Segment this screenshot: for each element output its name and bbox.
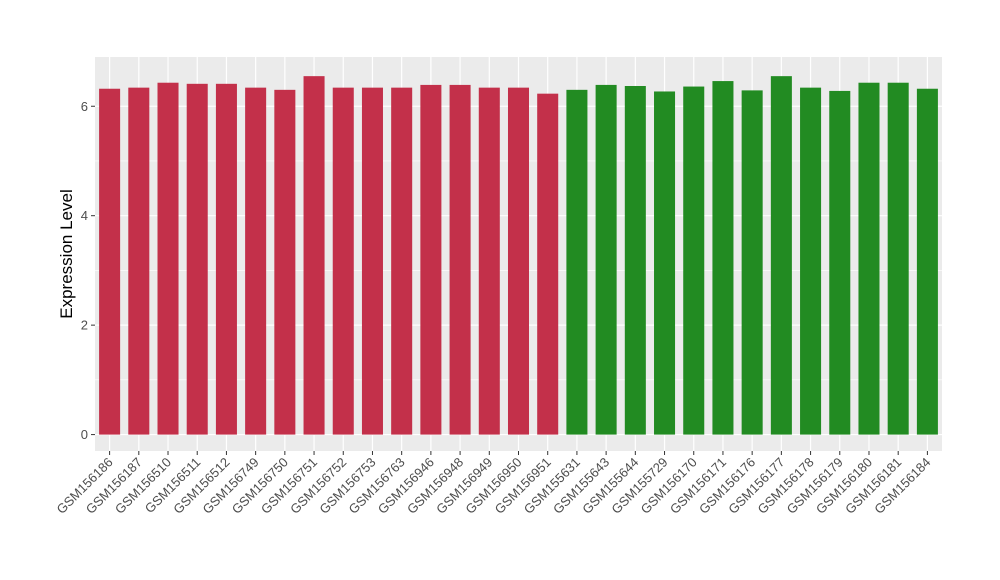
bar-GSM156949 (478, 87, 500, 435)
bar-GSM156763 (391, 87, 413, 435)
bar-GSM156749 (245, 87, 267, 435)
y-tick-label: 0 (81, 427, 88, 442)
bar-GSM155644 (624, 86, 646, 435)
y-axis-title: Expression Level (57, 189, 76, 318)
bar-GSM155631 (566, 89, 588, 435)
bar-GSM156951 (537, 93, 559, 435)
bar-GSM156177 (770, 76, 792, 435)
bar-GSM156511 (186, 83, 208, 435)
bar-GSM156171 (712, 81, 734, 435)
bar-GSM156750 (274, 89, 296, 435)
bar-GSM156178 (800, 87, 822, 435)
bar-GSM156176 (741, 90, 763, 435)
y-tick-label: 2 (81, 318, 88, 333)
bar-GSM156752 (332, 87, 354, 435)
bar-GSM156180 (858, 82, 880, 435)
bar-GSM156946 (420, 84, 442, 435)
bars (99, 76, 938, 435)
bar-GSM156179 (829, 90, 851, 435)
bar-GSM155729 (654, 91, 676, 435)
bar-GSM156512 (215, 83, 237, 435)
bar-GSM156184 (916, 88, 938, 435)
y-axis: 0 2 4 6 (81, 99, 95, 442)
y-tick-label: 4 (81, 208, 88, 223)
y-tick-label: 6 (81, 99, 88, 114)
bar-GSM156510 (157, 82, 179, 435)
bar-GSM156950 (507, 87, 530, 435)
bar-GSM156751 (303, 76, 325, 435)
bar-GSM156186 (99, 88, 121, 435)
bar-GSM156948 (449, 84, 471, 435)
x-axis: GSM156186GSM156187GSM156510GSM156511GSM1… (53, 451, 934, 517)
bar-GSM156181 (887, 82, 909, 435)
bar-GSM156753 (361, 87, 383, 435)
bar-GSM155643 (595, 84, 617, 435)
bar-GSM156187 (128, 87, 150, 435)
bar-GSM156170 (683, 86, 705, 435)
